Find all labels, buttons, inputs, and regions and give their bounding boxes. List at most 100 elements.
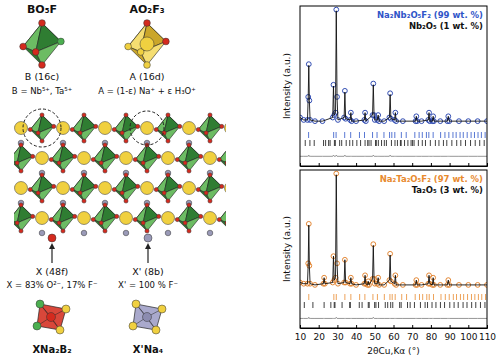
bragg-tick bbox=[371, 140, 372, 146]
bragg-tick bbox=[460, 132, 461, 138]
bragg-tick bbox=[430, 140, 431, 146]
bragg-tick bbox=[407, 302, 408, 308]
x-tick-label: 10 bbox=[295, 332, 307, 342]
x-axis bbox=[301, 163, 488, 167]
highlight-circle bbox=[130, 111, 164, 145]
vertex-atom bbox=[145, 203, 149, 207]
bragg-tick bbox=[481, 294, 482, 300]
a-site-atom bbox=[36, 152, 49, 165]
bragg-tick bbox=[384, 294, 385, 300]
x-tick bbox=[412, 163, 413, 166]
bragg-tick bbox=[367, 140, 368, 146]
bragg-tick bbox=[359, 302, 360, 308]
x-axis: 102030405060708090100110 bbox=[295, 325, 497, 342]
vertex-atom bbox=[178, 124, 182, 128]
bragg-tick bbox=[440, 294, 441, 300]
bragg-tick bbox=[433, 132, 434, 138]
vertex-atom bbox=[178, 184, 182, 188]
bragg-tick bbox=[342, 302, 343, 308]
bragg-tick bbox=[435, 302, 436, 308]
x-tick-mark bbox=[356, 163, 357, 166]
x-tick: 110 bbox=[479, 325, 496, 342]
a-site-atom bbox=[204, 152, 217, 165]
vertex-atom bbox=[144, 20, 151, 27]
bragg-tick bbox=[334, 140, 335, 146]
bragg-tick bbox=[335, 140, 336, 146]
bragg-tick bbox=[384, 140, 385, 146]
vertex-atom bbox=[208, 139, 212, 143]
bragg-tick bbox=[378, 302, 379, 308]
polyhedron-formula: AO₂F₃ bbox=[129, 3, 164, 16]
vertex-atom bbox=[39, 20, 46, 27]
vertex-atom bbox=[225, 161, 226, 165]
vertex-atom bbox=[49, 157, 53, 161]
vertex-atom bbox=[124, 113, 128, 117]
vertex-atom bbox=[208, 113, 212, 117]
vertex-atom bbox=[124, 173, 128, 177]
bragg-tick bbox=[397, 140, 398, 146]
vertex-atom bbox=[56, 326, 64, 334]
bragg-tick bbox=[428, 132, 429, 138]
bragg-tick bbox=[401, 294, 402, 300]
vertex-atom bbox=[187, 169, 191, 173]
x-tick-mark bbox=[450, 163, 451, 166]
bragg-tick bbox=[444, 132, 445, 138]
polyhedron-face bbox=[38, 186, 54, 201]
bragg-tick bbox=[446, 140, 447, 146]
bragg-tick bbox=[440, 302, 441, 308]
x-tick-label: 90 bbox=[444, 332, 456, 342]
profile-line bbox=[300, 175, 487, 285]
bragg-tick bbox=[314, 140, 315, 146]
bragg-tick bbox=[471, 294, 472, 300]
bragg-tick bbox=[392, 302, 393, 308]
y-axis-title: Intensity (a.u.) bbox=[282, 53, 292, 119]
bragg-tick bbox=[395, 294, 396, 300]
vertex-atom bbox=[217, 157, 221, 161]
x-tick-label: 100 bbox=[460, 332, 477, 342]
a-site-atom bbox=[141, 182, 154, 195]
bragg-tick bbox=[387, 302, 388, 308]
vertex-atom bbox=[196, 127, 200, 131]
bragg-tick bbox=[394, 132, 395, 138]
vertex-atom bbox=[133, 157, 137, 161]
bragg-tick bbox=[400, 140, 401, 146]
bragg-tick bbox=[419, 294, 420, 300]
bragg-tick bbox=[359, 294, 360, 300]
central-atom bbox=[140, 37, 154, 51]
x-tick-label: 110 bbox=[479, 332, 496, 342]
site-label: A (16d) bbox=[129, 71, 164, 82]
vertex-atom bbox=[40, 173, 44, 177]
x-tick-mark bbox=[356, 325, 357, 328]
vertex-atom bbox=[124, 199, 128, 203]
bragg-tick bbox=[471, 302, 472, 308]
figure: BO₅FB (16c)B = Nb⁵⁺, Ta⁵⁺AO₂F₃A (16d)A =… bbox=[0, 0, 500, 361]
vertex-atom bbox=[20, 43, 27, 50]
site-occupancy: X = 83% O²⁻, 17% F⁻ bbox=[7, 280, 98, 290]
vertex-atom bbox=[204, 191, 208, 195]
x-tick-mark bbox=[319, 325, 320, 328]
vertex-atom bbox=[115, 154, 119, 158]
polyhedron-face bbox=[80, 126, 96, 141]
vertex-atom bbox=[183, 221, 187, 225]
a-site-atom bbox=[15, 122, 28, 135]
vertex-atom bbox=[58, 38, 65, 45]
polyhedron-face bbox=[38, 126, 54, 141]
vertex-atom bbox=[82, 199, 86, 203]
bragg-tick bbox=[336, 132, 337, 138]
vertex-atom bbox=[15, 161, 19, 165]
bragg-tick bbox=[376, 140, 377, 146]
bragg-tick bbox=[360, 140, 361, 146]
bragg-tick bbox=[377, 294, 378, 300]
bragg-tick bbox=[435, 140, 436, 146]
x-tick-mark bbox=[450, 325, 451, 328]
a-site-atom bbox=[15, 182, 28, 195]
vertex-atom bbox=[62, 305, 70, 313]
bragg-tick bbox=[463, 302, 464, 308]
vertex-atom bbox=[31, 154, 35, 158]
bragg-tick bbox=[372, 294, 373, 300]
vertex-atom bbox=[99, 221, 103, 225]
vertex-atom bbox=[36, 131, 40, 135]
x-tick bbox=[394, 163, 395, 166]
bragg-tick bbox=[328, 140, 329, 146]
x-tick-mark bbox=[394, 163, 395, 166]
